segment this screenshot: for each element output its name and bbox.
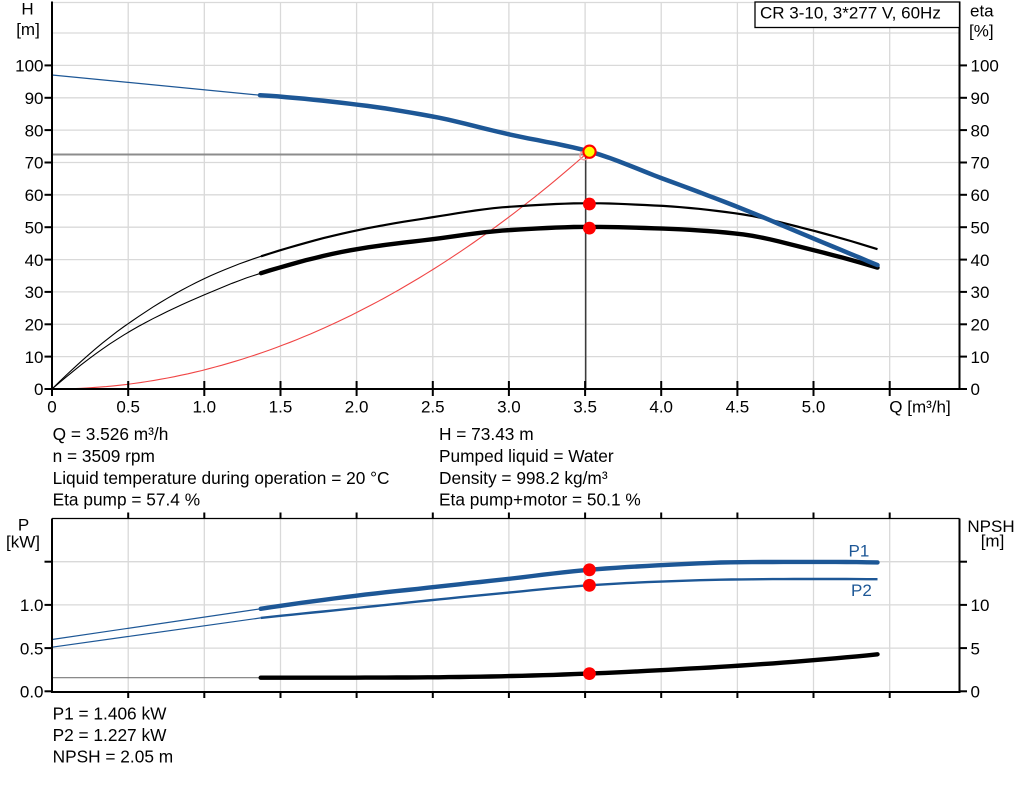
svg-text:Q [m³/h]: Q [m³/h] [889, 398, 950, 417]
svg-text:0.5: 0.5 [116, 398, 140, 417]
svg-text:CR 3-10, 3*277 V, 60Hz: CR 3-10, 3*277 V, 60Hz [760, 4, 941, 23]
svg-text:n = 3509 rpm: n = 3509 rpm [53, 446, 155, 466]
svg-text:0: 0 [971, 380, 980, 399]
svg-text:30: 30 [971, 283, 990, 302]
svg-text:0.0: 0.0 [20, 683, 44, 702]
svg-text:[%]: [%] [969, 21, 994, 40]
svg-text:P2: P2 [851, 581, 872, 600]
svg-text:H: H [21, 0, 33, 19]
svg-text:NPSH = 2.05 m: NPSH = 2.05 m [53, 746, 174, 766]
svg-text:90: 90 [25, 89, 44, 108]
svg-text:20: 20 [25, 316, 44, 335]
svg-text:70: 70 [25, 154, 44, 173]
svg-text:80: 80 [971, 121, 990, 140]
svg-text:NPSH: NPSH [967, 517, 1014, 536]
svg-text:2.0: 2.0 [345, 398, 369, 417]
svg-text:[kW]: [kW] [6, 532, 40, 551]
svg-text:P: P [18, 516, 29, 535]
svg-text:90: 90 [971, 89, 990, 108]
svg-text:1.5: 1.5 [269, 398, 293, 417]
svg-text:80: 80 [25, 121, 44, 140]
svg-text:70: 70 [971, 154, 990, 173]
svg-text:Eta pump+motor = 50.1 %: Eta pump+motor = 50.1 % [439, 490, 641, 510]
svg-text:5.0: 5.0 [802, 398, 826, 417]
svg-text:P1 = 1.406 kW: P1 = 1.406 kW [53, 703, 168, 723]
svg-text:P2 = 1.227 kW: P2 = 1.227 kW [53, 725, 168, 745]
svg-text:2.5: 2.5 [421, 398, 445, 417]
svg-text:50: 50 [25, 218, 44, 237]
svg-text:[m]: [m] [981, 531, 1005, 550]
svg-text:60: 60 [25, 186, 44, 205]
svg-text:60: 60 [971, 186, 990, 205]
svg-text:100: 100 [971, 57, 999, 76]
svg-text:1.0: 1.0 [20, 596, 44, 615]
svg-text:3.5: 3.5 [573, 398, 597, 417]
svg-text:40: 40 [25, 251, 44, 270]
svg-text:3.0: 3.0 [497, 398, 521, 417]
svg-text:20: 20 [971, 316, 990, 335]
svg-text:10: 10 [971, 348, 990, 367]
svg-text:Liquid temperature during oper: Liquid temperature during operation = 20… [53, 468, 390, 488]
svg-text:0: 0 [47, 398, 56, 417]
svg-text:5: 5 [971, 639, 980, 658]
svg-text:10: 10 [25, 348, 44, 367]
svg-text:1.0: 1.0 [192, 398, 216, 417]
svg-text:10: 10 [971, 596, 990, 615]
svg-text:Density = 998.2 kg/m³: Density = 998.2 kg/m³ [439, 468, 608, 488]
svg-text:P1: P1 [849, 542, 870, 561]
svg-text:4.0: 4.0 [649, 398, 673, 417]
svg-text:Eta pump = 57.4 %: Eta pump = 57.4 % [53, 490, 200, 510]
svg-text:30: 30 [25, 283, 44, 302]
svg-text:0: 0 [971, 683, 980, 702]
svg-text:0: 0 [34, 380, 43, 399]
svg-text:4.5: 4.5 [726, 398, 750, 417]
svg-text:40: 40 [971, 251, 990, 270]
svg-text:0.5: 0.5 [20, 639, 44, 658]
svg-text:[m]: [m] [16, 20, 40, 39]
svg-text:50: 50 [971, 218, 990, 237]
svg-text:eta: eta [970, 2, 994, 21]
svg-text:Pumped liquid = Water: Pumped liquid = Water [439, 446, 614, 466]
svg-text:100: 100 [15, 57, 43, 76]
svg-text:H = 73.43 m: H = 73.43 m [439, 424, 534, 444]
svg-text:Q = 3.526 m³/h: Q = 3.526 m³/h [53, 424, 169, 444]
